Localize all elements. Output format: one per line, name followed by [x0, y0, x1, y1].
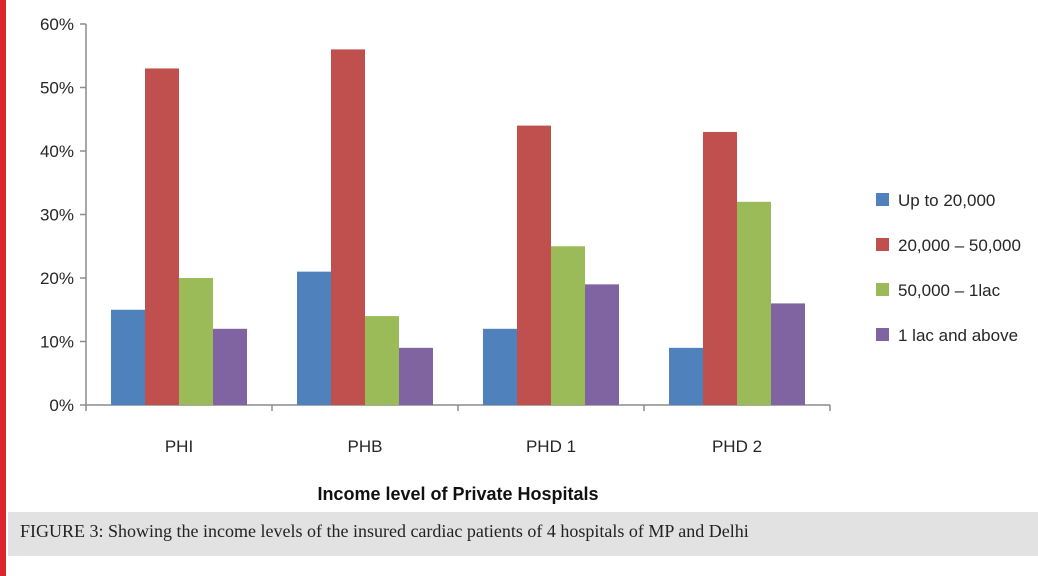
bar	[297, 271, 331, 405]
y-tick-label: 20%	[40, 269, 74, 288]
x-tick-label: PHD 2	[712, 437, 762, 456]
bar	[111, 309, 145, 405]
bar	[585, 284, 619, 405]
bar	[703, 131, 737, 405]
y-tick-label: 0%	[49, 396, 74, 415]
caption-text: FIGURE 3: Showing the income levels of t…	[20, 521, 749, 541]
bar	[365, 316, 399, 405]
x-tick-label: PHI	[165, 437, 193, 456]
y-tick-label: 30%	[40, 206, 74, 225]
legend-swatch	[876, 193, 889, 206]
bar	[213, 328, 247, 405]
figure-caption: FIGURE 3: Showing the income levels of t…	[8, 512, 1038, 556]
y-tick-label: 40%	[40, 142, 74, 161]
bar	[331, 49, 365, 406]
legend-swatch	[876, 238, 889, 251]
legend-label: 50,000 – 1lac	[898, 281, 1001, 300]
legend-label: Up to 20,000	[898, 191, 995, 210]
bar	[145, 68, 179, 405]
legend-swatch	[876, 283, 889, 296]
bar	[737, 201, 771, 405]
x-tick-label: PHB	[348, 437, 383, 456]
x-axis-label: Income level of Private Hospitals	[317, 484, 598, 504]
legend-label: 20,000 – 50,000	[898, 236, 1021, 255]
x-tick-label: PHD 1	[526, 437, 576, 456]
bar	[483, 328, 517, 405]
bar	[399, 347, 433, 405]
legend-swatch	[876, 328, 889, 341]
bar-chart: 0% 10% 20% 30% 40% 50% 60% PHI PHB PHD 1 PHD 2 Inco…	[40, 15, 1021, 504]
y-tick-label: 60%	[40, 15, 74, 34]
bar	[517, 125, 551, 405]
y-tick-label: 10%	[40, 333, 74, 352]
accent-bar	[0, 0, 6, 576]
y-tick-label: 50%	[40, 79, 74, 98]
legend-label: 1 lac and above	[898, 326, 1018, 345]
bar	[179, 278, 213, 405]
bar	[669, 347, 703, 405]
bar	[551, 246, 585, 405]
bar	[771, 303, 805, 405]
